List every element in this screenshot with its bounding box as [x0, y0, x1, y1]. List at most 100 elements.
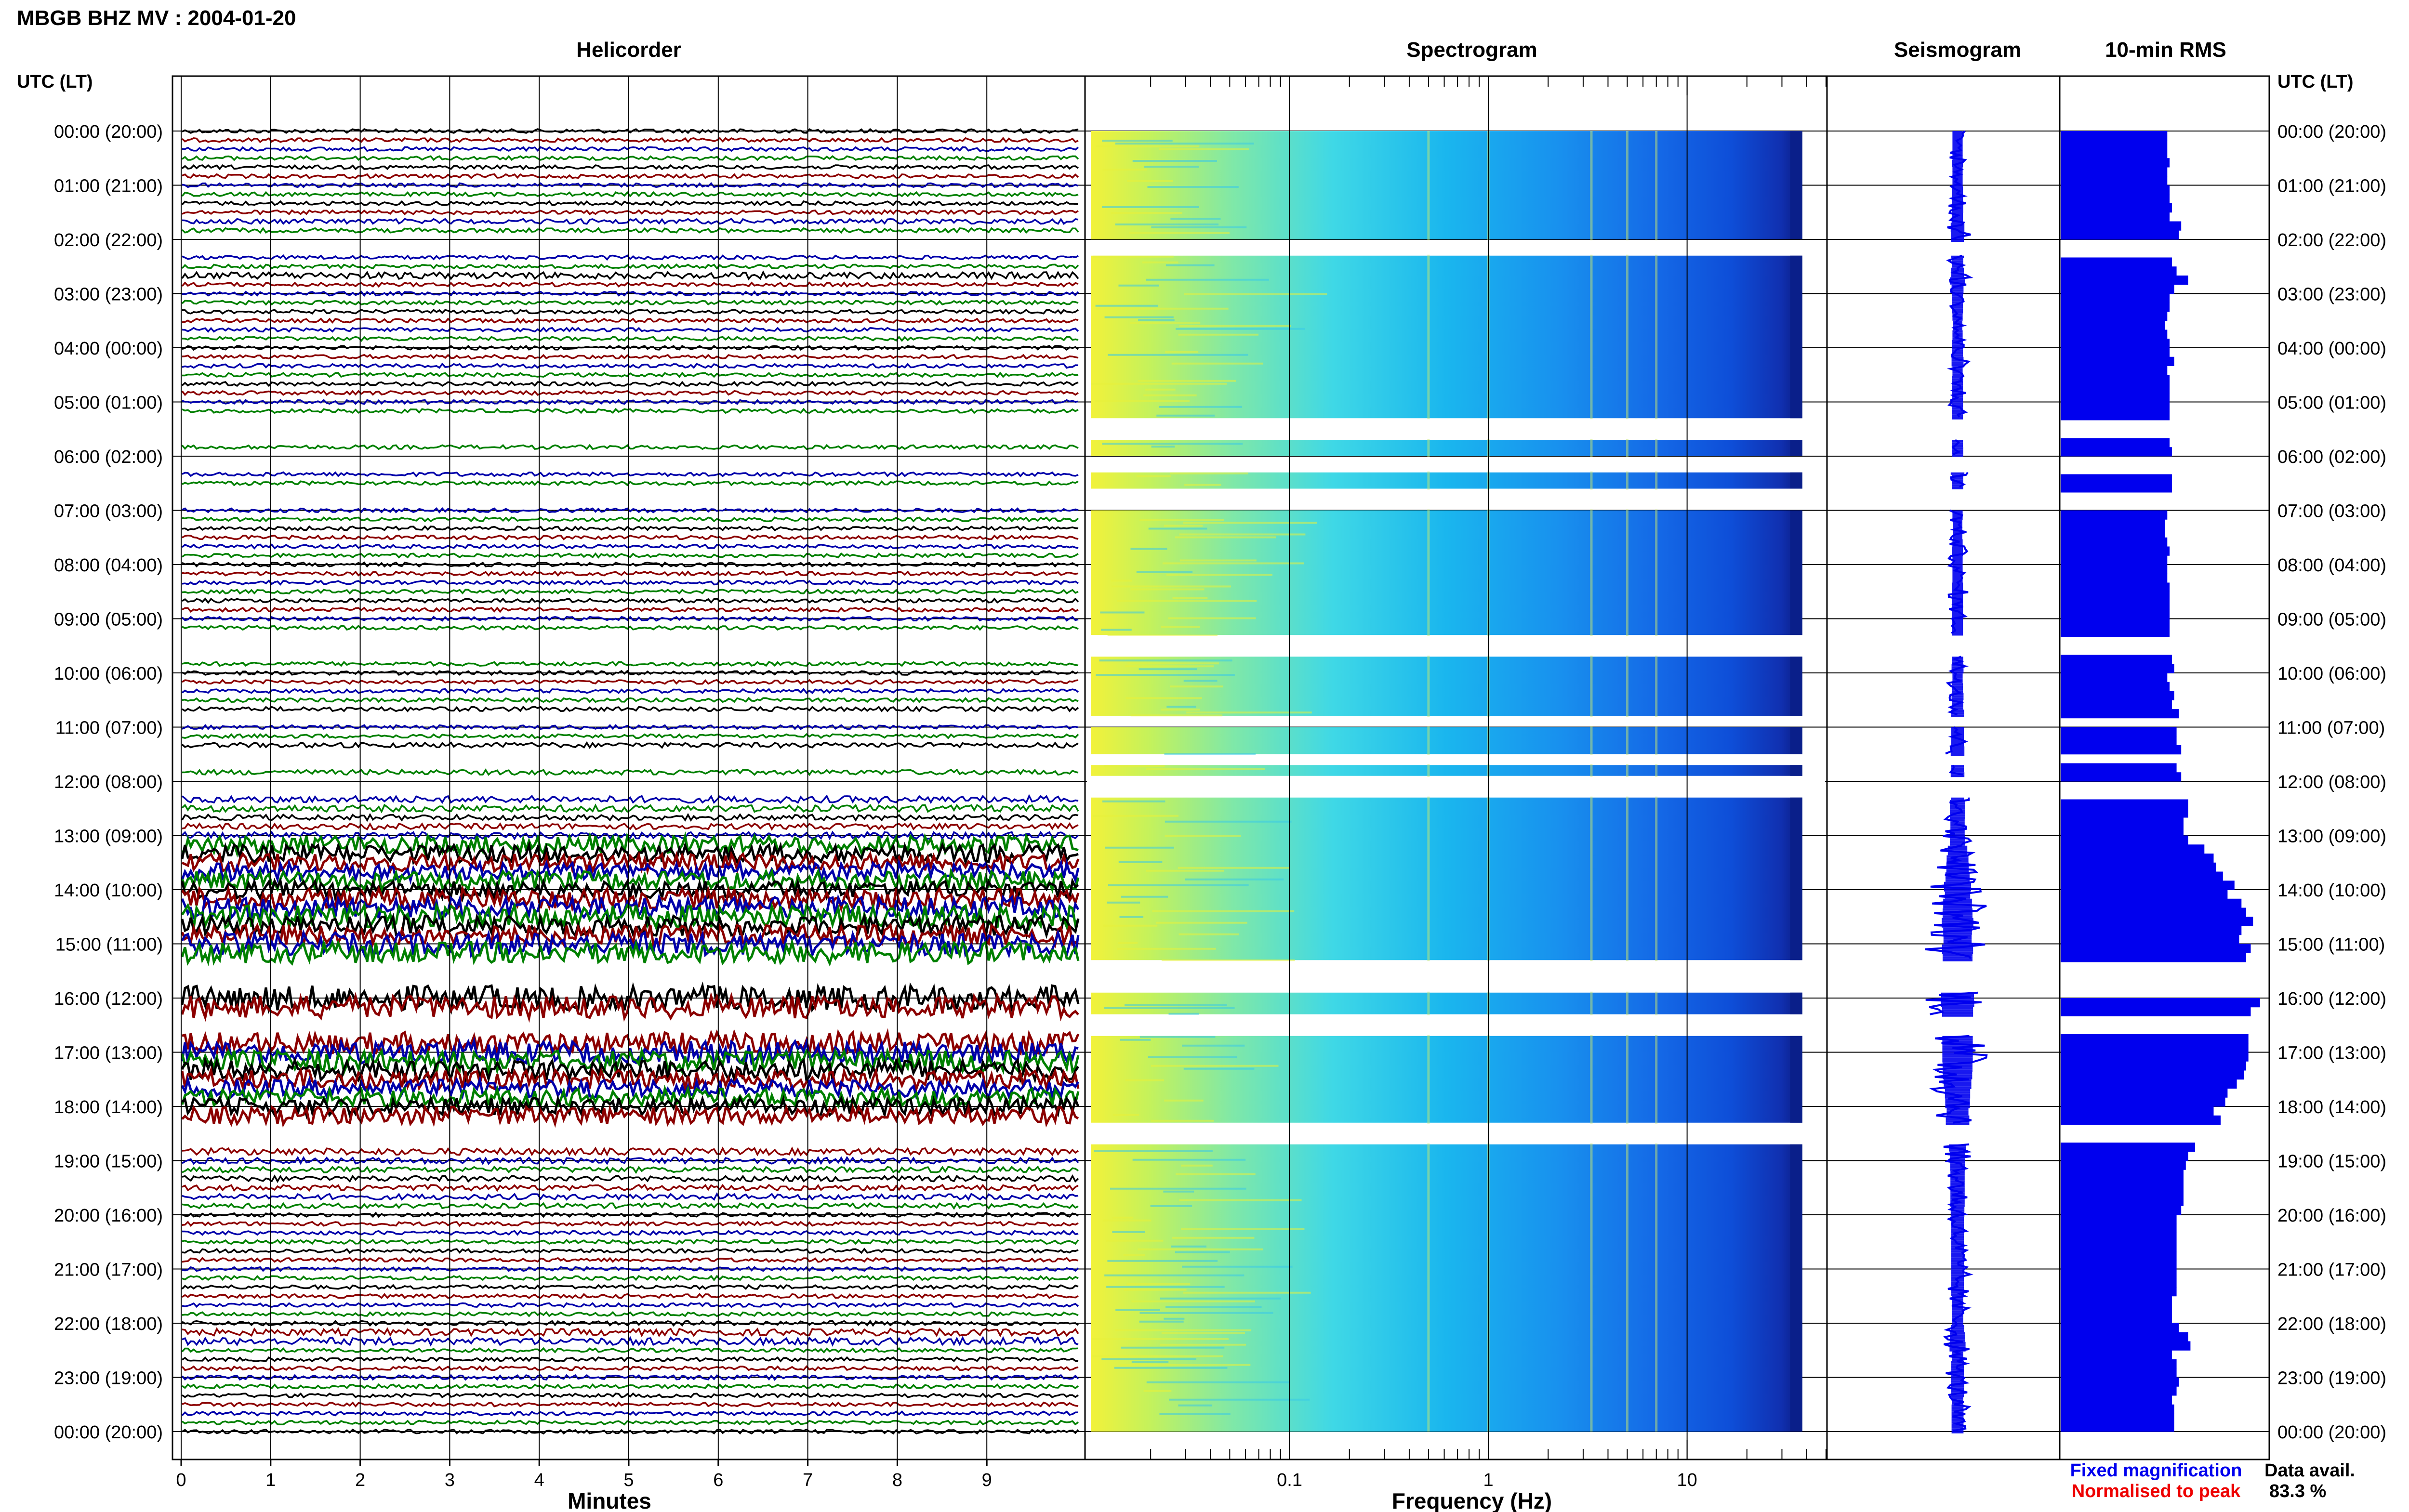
seismogram-envelope [1946, 1118, 1970, 1120]
left-time-label: 00:00 (20:00) [54, 1422, 163, 1443]
seismogram-envelope [1949, 1344, 1966, 1347]
right-time-label: 13:00 (09:00) [2277, 827, 2386, 847]
helicorder-trace [182, 1230, 1079, 1236]
rms-bar [2061, 835, 2188, 845]
helicorder-trace [181, 937, 1080, 967]
seismogram-envelope [1945, 891, 1971, 894]
seismogram-envelope [1952, 580, 1963, 583]
right-time-label: 01:00 (21:00) [2277, 176, 2386, 197]
seismogram-envelope [1952, 354, 1963, 357]
rms-bar [2061, 655, 2172, 664]
spectrogram-streak [1099, 659, 1232, 662]
spectrogram-streak [1164, 1099, 1204, 1102]
helicorder-trace [182, 705, 1079, 713]
spectrogram-cutoff [1790, 992, 1802, 1014]
helicorder-trace [182, 534, 1079, 541]
spectrogram-streak [1159, 406, 1243, 408]
helicorder-trace [181, 813, 1079, 822]
helicorder-trace [182, 408, 1079, 414]
helicorder-trace [181, 884, 1080, 913]
seismogram-envelope [1952, 150, 1963, 153]
seismogram-envelope [1942, 1014, 1973, 1017]
helicorder-trace [182, 1319, 1079, 1327]
right-time-label: 14:00 (10:00) [2277, 881, 2386, 901]
left-time-label: 18:00 (14:00) [54, 1097, 163, 1118]
seismogram-envelope [1952, 484, 1963, 487]
spectrogram-streak [1115, 1309, 1160, 1311]
seismogram-envelope [1942, 1036, 1973, 1039]
rms-bar [2061, 1242, 2177, 1251]
spectrogram-streak [1125, 1079, 1164, 1081]
seismogram-envelope [1952, 510, 1963, 513]
seismogram-envelope [1951, 1262, 1964, 1265]
seismogram-envelope [1943, 1072, 1972, 1075]
spectrogram-streak [1150, 1205, 1192, 1207]
seismogram-envelope [1945, 1091, 1971, 1094]
seismogram-envelope [1943, 910, 1972, 913]
seismogram-envelope [1952, 174, 1963, 177]
seismogram-envelope [1950, 749, 1965, 751]
data-gap [1087, 636, 1825, 656]
rms-bar [2061, 1404, 2174, 1414]
spectrogram-streak [1183, 522, 1317, 524]
seismogram-envelope [1952, 623, 1963, 626]
seismogram-envelope [1950, 843, 1965, 846]
seismogram-envelope [1949, 1149, 1966, 1152]
frequency-tick-label: 1 [1483, 1470, 1494, 1490]
seismogram-envelope [1946, 872, 1970, 875]
spectrogram-streak [1101, 206, 1199, 208]
seismogram-envelope [1950, 809, 1965, 812]
seismogram-envelope [1952, 340, 1963, 342]
seismogram-envelope [1952, 296, 1963, 299]
rms-bar [2061, 149, 2168, 158]
seismogram-envelope [1951, 1291, 1964, 1294]
spectrogram-streak [1166, 706, 1196, 708]
seismogram-envelope [1952, 383, 1963, 386]
seismogram-envelope [1952, 549, 1963, 552]
right-time-label: 08:00 (04:00) [2277, 555, 2386, 576]
seismogram-envelope [1952, 330, 1963, 333]
seismogram-envelope [1951, 1373, 1964, 1376]
seismogram-envelope [1942, 1038, 1973, 1041]
right-time-label: 09:00 (05:00) [2277, 610, 2386, 630]
seismogram-envelope [1950, 1207, 1965, 1210]
helicorder-trace [182, 660, 1079, 667]
spectrogram-streak [1108, 354, 1248, 356]
rms-bar [2061, 1233, 2177, 1242]
seismogram-envelope [1951, 1392, 1964, 1395]
seismogram-envelope [1952, 544, 1963, 547]
spectrogram-streak [1106, 1239, 1164, 1242]
seismogram-envelope [1952, 688, 1963, 691]
seismogram-envelope [1951, 1260, 1964, 1262]
seismogram-envelope [1952, 570, 1963, 573]
spectrogram-cutoff [1790, 657, 1802, 716]
rms-bar [2061, 329, 2168, 339]
rms-bar [2061, 709, 2179, 719]
spectrogram-streak [1146, 768, 1265, 770]
rms-bar [2061, 266, 2177, 276]
spectrogram-streak [1130, 322, 1201, 324]
rms-bar [2061, 1115, 2221, 1125]
rms-bar [2061, 907, 2246, 917]
seismogram-envelope [1943, 1069, 1972, 1072]
seismogram-envelope [1951, 1264, 1964, 1267]
seismogram-envelope [1950, 819, 1965, 822]
legend-fixed-magnification: Fixed magnification [2070, 1460, 2242, 1481]
spectrogram-streak [1183, 680, 1218, 682]
seismogram-envelope [1951, 1279, 1964, 1282]
seismogram-envelope [1952, 592, 1963, 595]
seismogram-envelope [1952, 631, 1963, 633]
rms-bar [2061, 1043, 2249, 1052]
seismogram-envelope [1952, 618, 1963, 621]
seismogram-envelope [1952, 133, 1963, 136]
helicorder-trace [181, 444, 1079, 450]
spectrogram-streak [1181, 1164, 1213, 1167]
helicorder-trace [181, 137, 1079, 144]
seismogram-envelope [1946, 877, 1970, 880]
rms-bar [2061, 601, 2170, 610]
right-time-label: 04:00 (00:00) [2277, 339, 2386, 359]
helicorder-trace [181, 981, 1080, 1015]
seismogram-envelope [1950, 836, 1965, 839]
seismogram-envelope [1943, 934, 1972, 937]
seismogram-envelope [1951, 1426, 1964, 1429]
